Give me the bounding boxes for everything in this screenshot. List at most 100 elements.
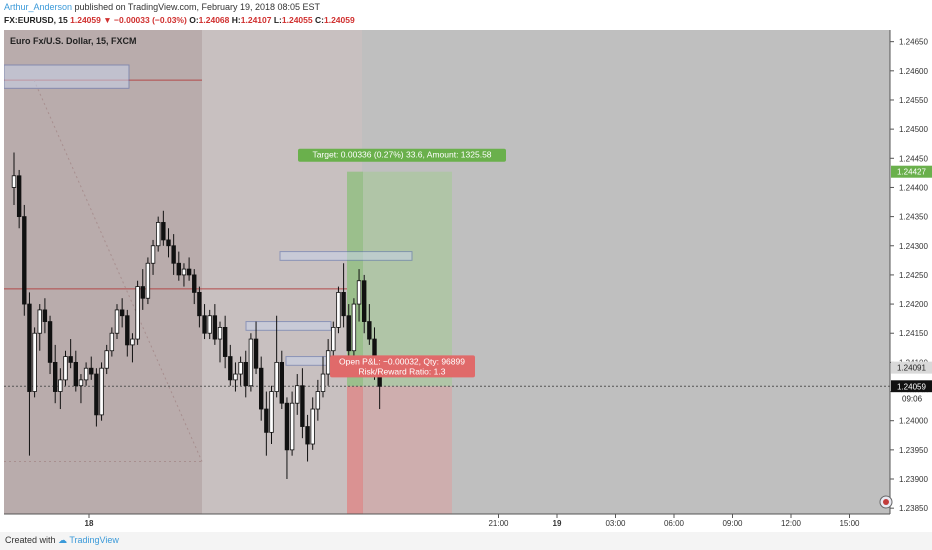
candle bbox=[109, 327, 115, 357]
candle bbox=[11, 152, 17, 205]
tradingview-brand[interactable]: TradingView bbox=[69, 535, 119, 545]
position-labels[interactable]: Target: 0.00336 (0.27%) 33.6, Amount: 13… bbox=[298, 148, 506, 378]
chart-area[interactable]: Euro Fx/U.S. Dollar, 15, FXCM 1.23850 1.2… bbox=[4, 30, 932, 532]
candle bbox=[222, 315, 228, 369]
candle bbox=[258, 356, 264, 421]
price-tick-label: 1.24350 bbox=[899, 213, 928, 222]
chart-title: Euro Fx/U.S. Dollar, 15, FXCM bbox=[10, 36, 137, 46]
candle bbox=[22, 204, 27, 316]
price-tick-label: 1.24250 bbox=[899, 271, 928, 280]
candle bbox=[325, 339, 331, 386]
risk-reward-label: Risk/Reward Ratio: 1.3 bbox=[359, 366, 446, 376]
candle bbox=[315, 379, 321, 421]
symbol-label: FX:EURUSD, 15 bbox=[4, 15, 68, 25]
time-axis[interactable]: 18 21:00 19 03:00 06:00 09:00 12:00 15:00 bbox=[4, 513, 932, 532]
price-tick-label: 1.24200 bbox=[899, 300, 928, 309]
tradingview-logo-icon[interactable]: ☁ TradingView bbox=[58, 535, 119, 545]
price-tick-label: 1.24650 bbox=[899, 38, 928, 47]
position-zones[interactable] bbox=[347, 171, 452, 514]
time-tick-label: 12:00 bbox=[781, 519, 802, 528]
candle bbox=[202, 304, 207, 340]
target-label: Target: 0.00336 (0.27%) 33.6, Amount: 13… bbox=[312, 150, 491, 160]
time-axis-background bbox=[4, 514, 932, 532]
chart-header: Arthur_Anderson published on TradingView… bbox=[0, 0, 932, 30]
candle bbox=[192, 269, 197, 305]
drawing-boxes[interactable] bbox=[4, 64, 413, 366]
price-axis[interactable]: 1.238501.239001.239501.240001.240501.241… bbox=[889, 30, 932, 514]
candle bbox=[186, 257, 192, 281]
candle bbox=[47, 315, 53, 375]
candle bbox=[119, 298, 125, 328]
shaded-zone-left bbox=[4, 30, 202, 514]
candle bbox=[104, 344, 109, 375]
open-pl-label: Open P&L: −0.00032, Qty: 96899 bbox=[339, 356, 465, 366]
price-tick-label: 1.23950 bbox=[899, 446, 928, 455]
candle bbox=[300, 368, 305, 439]
candle bbox=[68, 339, 73, 369]
author-link[interactable]: Arthur_Anderson bbox=[4, 2, 73, 12]
pl-label-bg bbox=[330, 355, 475, 378]
candle bbox=[207, 309, 212, 340]
candle bbox=[320, 356, 326, 398]
candle bbox=[42, 298, 48, 334]
stop-zone[interactable] bbox=[347, 386, 452, 514]
down-arrow-icon: ▼ bbox=[103, 15, 112, 25]
candle bbox=[166, 228, 171, 258]
candle bbox=[130, 333, 135, 363]
created-with-text: Created with bbox=[5, 535, 56, 545]
candle bbox=[253, 321, 259, 375]
price-chart[interactable]: Euro Fx/U.S. Dollar, 15, FXCM 1.23850 1.2… bbox=[4, 30, 932, 532]
candle bbox=[264, 391, 269, 456]
price-tick-label: 1.24550 bbox=[899, 96, 928, 105]
price-tick-label: 1.24450 bbox=[899, 154, 928, 163]
candle bbox=[238, 356, 243, 386]
candle bbox=[99, 362, 104, 421]
countdown-bg bbox=[891, 392, 932, 405]
drawing-box-upper[interactable] bbox=[279, 251, 413, 261]
price-tick-label: 1.24000 bbox=[899, 417, 928, 426]
low-label: L: bbox=[273, 15, 282, 25]
candle bbox=[155, 216, 161, 252]
candle bbox=[310, 397, 315, 450]
price-tick-label: 1.24150 bbox=[899, 329, 928, 338]
candle bbox=[58, 368, 63, 410]
time-tick-label: 19 bbox=[553, 519, 562, 528]
candle bbox=[78, 374, 84, 404]
publish-line: Arthur_Anderson published on TradingView… bbox=[4, 2, 320, 12]
candle bbox=[346, 304, 351, 363]
candle bbox=[361, 274, 367, 334]
stop-price-tag: 1.24091 bbox=[897, 364, 926, 373]
price-tick-label: 1.23900 bbox=[899, 475, 928, 484]
candle bbox=[32, 327, 37, 398]
close-label: C: bbox=[315, 15, 324, 25]
tv-settings-dot-icon bbox=[883, 499, 889, 505]
active-gain-zone bbox=[347, 171, 363, 387]
candle bbox=[295, 374, 300, 415]
high-label: H: bbox=[231, 15, 241, 25]
candle bbox=[53, 344, 58, 404]
candle bbox=[351, 298, 357, 357]
candle bbox=[37, 304, 42, 351]
close-value: 1.24059 bbox=[323, 15, 355, 25]
candle bbox=[63, 350, 68, 386]
drawing-box-top[interactable] bbox=[4, 64, 130, 89]
candle bbox=[341, 263, 346, 328]
open-label: O: bbox=[189, 15, 199, 25]
stop-price-tag-bg bbox=[891, 361, 932, 374]
candle bbox=[16, 169, 22, 229]
candle bbox=[279, 350, 284, 410]
last-price: 1.24059 bbox=[70, 15, 101, 25]
drawing-box-middle[interactable] bbox=[245, 321, 332, 331]
last-price-tag: 1.24059 bbox=[897, 382, 926, 391]
price-axis-background bbox=[890, 30, 932, 514]
candle bbox=[135, 280, 140, 345]
time-tick-label: 21:00 bbox=[488, 519, 509, 528]
candle bbox=[140, 269, 145, 310]
time-tick-label: 15:00 bbox=[839, 519, 860, 528]
price-tick-label: 1.23850 bbox=[899, 504, 928, 513]
footer-bar: Created with ☁ TradingView bbox=[0, 532, 932, 550]
drawing-box-lower[interactable] bbox=[285, 356, 332, 366]
candle bbox=[145, 257, 151, 305]
open-value: 1.24068 bbox=[198, 15, 230, 25]
candle bbox=[83, 362, 89, 386]
